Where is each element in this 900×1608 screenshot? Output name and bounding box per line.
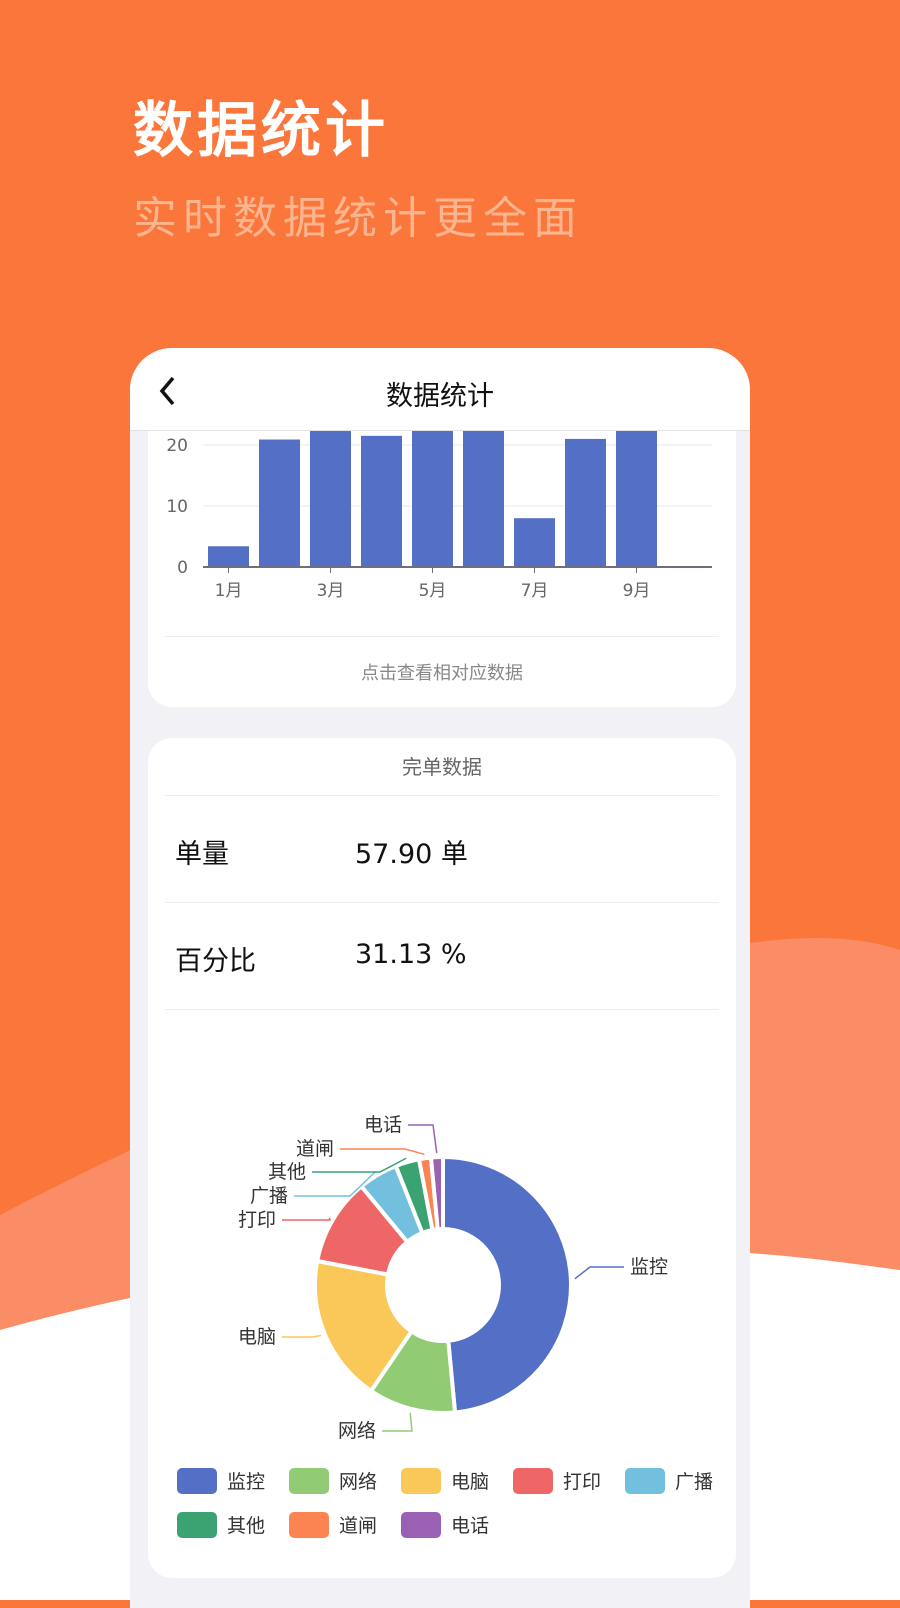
legend-swatch (177, 1468, 217, 1494)
leader-line (574, 1266, 624, 1280)
bar-chart-card: 0 10 20 1月 3月 5月 7月 9月 点击查看相对应数据 (148, 388, 736, 707)
slice-label: 打印 (238, 1209, 276, 1231)
bar (310, 426, 351, 567)
legend-swatch (401, 1512, 441, 1538)
slice-label: 其他 (268, 1161, 306, 1183)
row-value: 57.90 单 (355, 839, 468, 870)
leader-line (382, 1412, 413, 1432)
slice-label: 电脑 (238, 1326, 276, 1348)
y-tick-label: 0 (177, 558, 188, 578)
legend-swatch (177, 1512, 217, 1538)
leader-line (282, 1334, 322, 1338)
y-tick-label: 20 (166, 436, 188, 456)
leader-line (312, 1157, 407, 1173)
slice-label: 广播 (250, 1185, 288, 1207)
legend-label: 打印 (563, 1471, 601, 1493)
detail-row-percent: 百分比 31.13 % (165, 903, 719, 1010)
x-tick-label: 1月 (215, 581, 243, 601)
banner-subtitle: 实时数据统计更全面 (133, 193, 583, 244)
legend-swatch (513, 1468, 553, 1494)
donut-slice (313, 1259, 414, 1393)
legend-label: 道闸 (339, 1515, 377, 1537)
chevron-left-icon[interactable] (156, 374, 180, 417)
slice-label: 电话 (364, 1114, 402, 1136)
nav-bar: 数据统计 (130, 348, 750, 431)
bar (412, 426, 453, 567)
row-label: 单量 (175, 839, 229, 870)
bar (259, 439, 300, 567)
y-tick-label: 10 (166, 497, 188, 517)
x-tick-label: 9月 (623, 581, 651, 601)
bar (208, 546, 249, 567)
legend-label: 监控 (227, 1471, 265, 1493)
donut-slice (428, 1155, 445, 1232)
slice-label: 网络 (338, 1420, 376, 1442)
bar (514, 518, 555, 567)
leader-line (340, 1148, 425, 1156)
row-label: 百分比 (175, 946, 256, 977)
chart-hint[interactable]: 点击查看相对应数据 (165, 636, 719, 685)
legend-label: 网络 (339, 1471, 377, 1493)
legend-label: 广播 (675, 1471, 713, 1493)
bar (616, 426, 657, 567)
legend-swatch (289, 1512, 329, 1538)
detail-row-count: 单量 57.90 单 (165, 796, 719, 903)
bar (565, 438, 606, 567)
row-value: 31.13 % (355, 939, 467, 970)
phone-screen: 数据统计 0 10 20 1月 3月 5月 7月 9月 点击查看相对应数据 完单数据 单量 5… (130, 348, 750, 1608)
x-tick-label: 5月 (419, 581, 447, 601)
leader-line (294, 1170, 377, 1197)
leader-line (408, 1124, 438, 1154)
x-tick-label: 7月 (521, 581, 549, 601)
page-title: 数据统计 (386, 381, 494, 412)
detail-header: 完单数据 (165, 738, 719, 796)
legend-swatch (289, 1468, 329, 1494)
bar-chart[interactable]: 0 10 20 1月 3月 5月 7月 9月 (148, 388, 736, 628)
slice-label: 道闸 (296, 1138, 334, 1160)
x-tick-label: 3月 (317, 581, 345, 601)
slice-label: 监控 (630, 1256, 668, 1278)
banner-title: 数据统计 (133, 96, 389, 166)
donut-slice (441, 1155, 573, 1415)
bar (463, 426, 504, 567)
legend-label: 其他 (227, 1515, 265, 1537)
legend-label: 电脑 (451, 1471, 489, 1493)
legend-swatch (401, 1468, 441, 1494)
legend-swatch (625, 1468, 665, 1494)
bar (361, 435, 402, 567)
leader-line (282, 1217, 331, 1221)
legend-label: 电话 (451, 1515, 489, 1537)
